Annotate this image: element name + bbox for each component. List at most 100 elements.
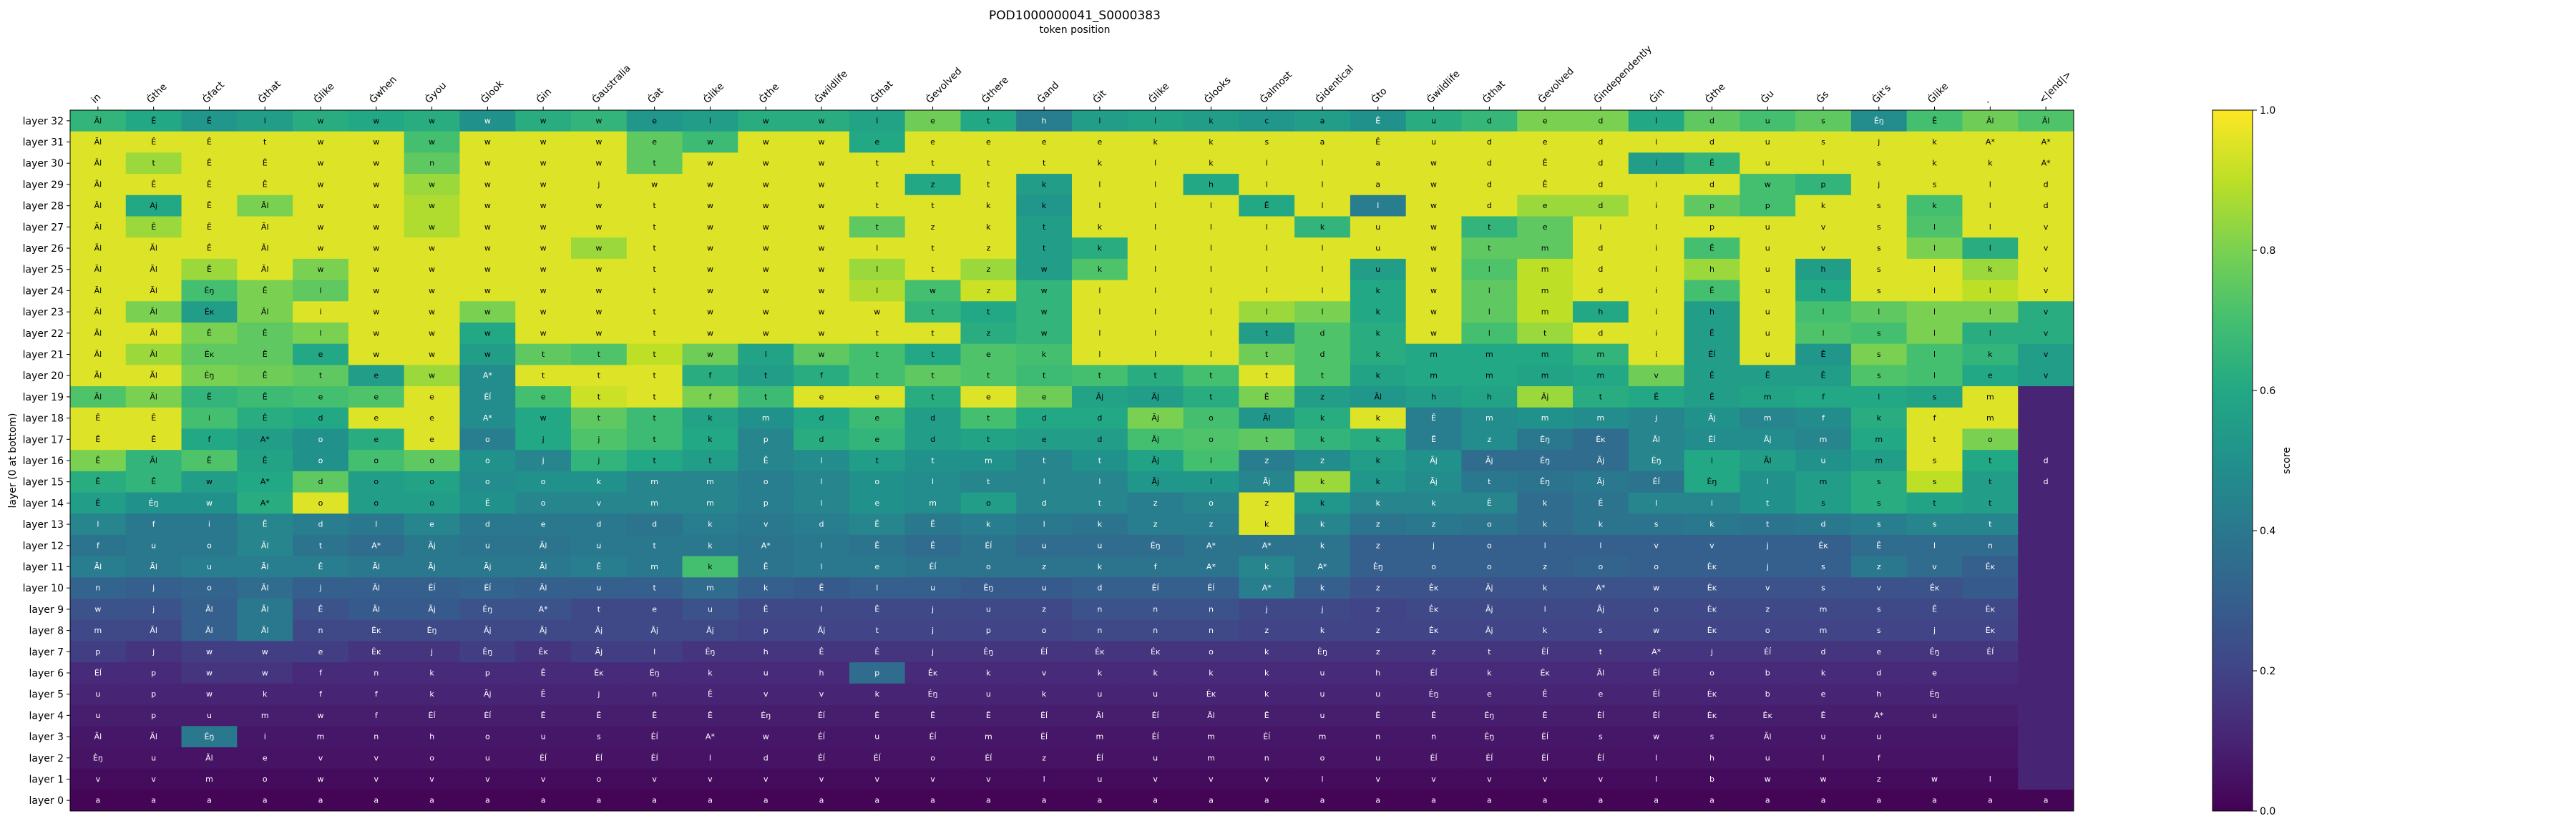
heatmap-cell: [1127, 216, 1184, 238]
heatmap-cell: [1016, 152, 1073, 174]
heatmap-cell: [125, 110, 182, 132]
heatmap-cell-label: l: [1266, 180, 1268, 189]
heatmap-cell-label: Ãl: [94, 180, 102, 189]
heatmap-cell-label: z: [1877, 775, 1881, 784]
heatmap-cell-label: f: [1822, 413, 1825, 423]
heatmap-cell: [1795, 619, 1852, 641]
heatmap-cell: [293, 704, 349, 727]
heatmap-cell-label: Ê: [1264, 711, 1269, 720]
heatmap-cell-label: w: [540, 137, 547, 147]
heatmap-cell-label: t: [876, 350, 879, 359]
heatmap-cell-label: e: [1042, 435, 1047, 444]
heatmap-cell: [293, 110, 349, 132]
heatmap-cell: [1906, 365, 1963, 387]
heatmap-cell: [794, 556, 850, 578]
heatmap-cell: [960, 365, 1017, 387]
heatmap-cell-label: t: [319, 541, 323, 550]
heatmap-cell: [1072, 131, 1128, 153]
heatmap-cell: [738, 556, 794, 578]
heatmap-cell: [1127, 683, 1184, 706]
heatmap-cell-label: h: [1821, 265, 1826, 274]
heatmap-cell-label: k: [1320, 435, 1325, 444]
heatmap-cell-label: k: [708, 668, 713, 677]
heatmap-cell: [1239, 726, 1295, 748]
heatmap-cell: [682, 768, 738, 790]
heatmap-cell-label: l: [1989, 222, 1991, 232]
heatmap-cell: [1016, 195, 1073, 217]
heatmap-cell-label: u: [1320, 689, 1325, 699]
heatmap-cell: [571, 577, 628, 599]
heatmap-cell-label: v: [2044, 265, 2049, 274]
heatmap-cell: [904, 747, 961, 770]
heatmap-cell: [1405, 641, 1462, 663]
heatmap-cell-label: i: [208, 413, 210, 423]
heatmap-cell-label: o: [1209, 498, 1214, 508]
heatmap-cell: [626, 428, 683, 451]
heatmap-cell: [1628, 747, 1685, 770]
heatmap-cell: [738, 662, 794, 684]
heatmap-cell: [348, 301, 405, 323]
heatmap-cell: [682, 619, 738, 641]
heatmap-cell: [738, 195, 794, 217]
heatmap-cell: [181, 790, 238, 812]
x-tick-label: Ġalmost: [1257, 68, 1294, 105]
heatmap-cell: [738, 513, 794, 536]
heatmap-cell-label: j: [1877, 137, 1880, 147]
x-tick-label: Ġlike: [311, 79, 336, 105]
heatmap-cell: [125, 577, 182, 599]
heatmap-cell: [1517, 195, 1574, 217]
heatmap-cell-label: k: [429, 689, 434, 699]
heatmap-cell-label: w: [707, 308, 713, 317]
x-tick-label: .: [1981, 95, 1991, 105]
heatmap-cell: [459, 216, 516, 238]
y-tick-label: layer 11: [23, 561, 64, 573]
heatmap-cell: [181, 599, 238, 621]
heatmap-cell: [738, 280, 794, 302]
heatmap-cell: [1294, 599, 1351, 621]
heatmap-cell-label: t: [1989, 498, 1992, 508]
heatmap-cell: [960, 131, 1017, 153]
heatmap-cell-label: w: [763, 159, 769, 168]
heatmap-cell: [1072, 301, 1128, 323]
heatmap-cell: [404, 747, 460, 770]
heatmap-cell: [1573, 365, 1629, 387]
heatmap-cell: [181, 492, 238, 514]
heatmap-cell: [1795, 704, 1852, 727]
heatmap-cell: [515, 280, 572, 302]
heatmap-cell: [682, 641, 738, 663]
heatmap-cell-label: k: [986, 222, 991, 232]
heatmap-cell: [181, 343, 238, 365]
y-tick-label: layer 4: [29, 710, 64, 722]
heatmap-cell: [682, 322, 738, 345]
heatmap-cell-label: v: [1654, 541, 1659, 550]
heatmap-cell: [682, 386, 738, 408]
heatmap-cell: [2018, 534, 2074, 557]
heatmap-cell: [1740, 195, 1796, 217]
heatmap-cell-label: A*: [1206, 562, 1216, 571]
heatmap-cell-label: l: [375, 520, 377, 529]
heatmap-cell-label: Ãl: [1764, 456, 1772, 466]
heatmap-cell-label: Ėŋ: [1874, 116, 1884, 125]
heatmap-cell: [960, 492, 1017, 514]
heatmap-cell: [293, 513, 349, 536]
heatmap-cell: [682, 577, 738, 599]
heatmap-cell: [626, 747, 683, 770]
heatmap-cell: [404, 471, 460, 493]
heatmap-cell-label: Ê: [207, 328, 212, 338]
heatmap-cell-label: Ėĸ: [371, 647, 381, 657]
heatmap-cell: [1962, 577, 2019, 599]
heatmap-cell: [1573, 556, 1629, 578]
heatmap-cell: [1740, 152, 1796, 174]
heatmap-cell-label: w: [1820, 775, 1827, 784]
y-tick-label: layer 16: [23, 456, 64, 467]
heatmap-cell-label: z: [1209, 520, 1214, 529]
heatmap-cell: [794, 641, 850, 663]
heatmap-cell-label: l: [1878, 392, 1880, 401]
heatmap-cell-label: m: [1541, 413, 1549, 423]
heatmap-cell: [1740, 471, 1796, 493]
heatmap-cell: [404, 726, 460, 748]
heatmap-cell: [1573, 343, 1629, 365]
y-tick-label: layer 15: [23, 477, 64, 488]
heatmap-cell-label: e: [1932, 668, 1937, 677]
heatmap-cell: [1906, 450, 1963, 472]
